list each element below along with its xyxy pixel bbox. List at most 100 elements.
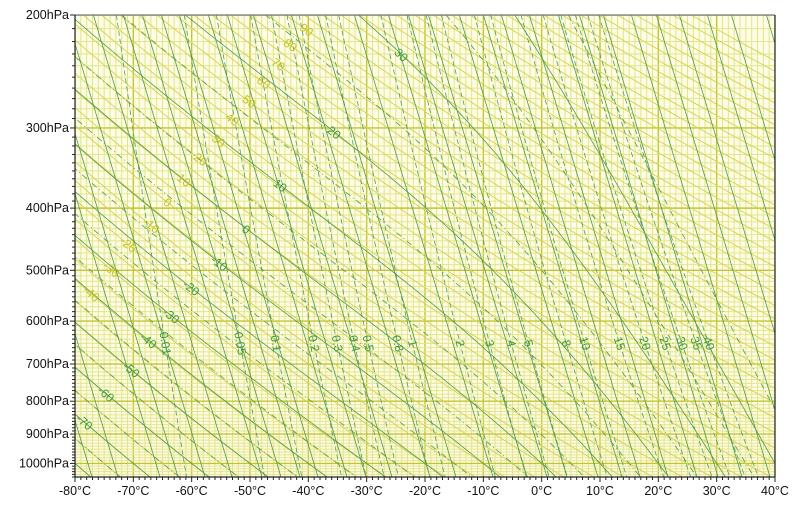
dry-adiabat-line	[75, 179, 476, 477]
moist-adiabat-line	[514, 15, 775, 465]
steep-green-line	[679, 15, 775, 336]
moist-adiabat-line	[185, 15, 669, 477]
mixing-ratio-label: 0.01	[156, 331, 173, 357]
y-tick-label: 1000hPa	[19, 456, 69, 470]
mixing-ratio-line	[286, 15, 385, 477]
dry-adiabat-line	[451, 15, 775, 206]
moist-adiabat-line	[75, 321, 269, 477]
x-tick-label: -10°C	[467, 484, 499, 498]
dry-adiabat-line	[75, 142, 535, 477]
dry-adiabat-line	[75, 39, 713, 477]
mixing-ratio-line	[574, 15, 731, 477]
moist-adiabat-line	[358, 15, 726, 477]
mixing-ratio-label: 0.1	[267, 334, 284, 353]
dry-adiabat-line	[248, 15, 775, 347]
dry-adiabat-line	[75, 389, 180, 477]
steep-green-line	[227, 15, 367, 477]
x-tick-label: 30°C	[703, 484, 731, 498]
mixing-ratio-label: 0.3	[329, 334, 346, 354]
steep-green-line	[208, 15, 348, 477]
dry-adiabat-line	[340, 15, 775, 280]
x-tick-label: 0°C	[531, 484, 552, 498]
mixing-ratio-label: 1	[405, 339, 420, 349]
mixing-ratio-line	[440, 15, 568, 477]
plot-area: -40-30-20-100102030405060708090-70-60-50…	[75, 15, 775, 477]
dry-adiabat-line	[469, 15, 775, 194]
steep-green-line	[428, 15, 568, 477]
mixing-ratio-line	[271, 15, 367, 477]
mixing-ratio-line	[298, 15, 399, 477]
steep-green-line	[408, 15, 548, 477]
steep-green-line	[354, 15, 494, 477]
mixing-ratio-line	[216, 15, 303, 477]
dry-adiabat-line	[359, 15, 775, 268]
x-tick-label: -70°C	[117, 484, 149, 498]
steep-green-line	[558, 15, 698, 477]
moist-adiabat-line	[75, 277, 328, 477]
mixing-ratio-label: 20	[636, 335, 654, 352]
dry-adiabat-line	[267, 15, 775, 334]
mixing-ratio-label: 10	[576, 335, 593, 352]
mixing-ratio-label: 0.4	[346, 334, 363, 354]
dry-adiabat-line	[506, 15, 775, 171]
dry-adiabat-line	[75, 258, 358, 477]
moist-adiabat-line	[75, 56, 585, 477]
mixing-ratio-label: 4	[504, 338, 519, 348]
mixing-ratio-label: 25	[656, 335, 674, 352]
mixing-ratio-label: 8	[559, 338, 574, 349]
x-tick-label: -30°C	[351, 484, 383, 498]
dry-adiabat-line	[75, 199, 446, 477]
steep-green-line	[75, 42, 206, 477]
mixing-ratio-line	[542, 15, 692, 477]
dry-adiabat-line	[396, 15, 775, 243]
steep-green-line	[603, 15, 743, 477]
dry-adiabat-line	[156, 15, 775, 419]
moist-adiabat-line	[75, 168, 472, 477]
dry-adiabat-line	[175, 15, 775, 404]
moist-adiabat-line	[265, 15, 698, 477]
y-tick-label: 500hPa	[26, 263, 69, 277]
steep-green-line	[75, 192, 161, 477]
moist-adiabat-line	[75, 413, 151, 477]
x-tick-label: 10°C	[586, 484, 614, 498]
mixing-ratio-line	[380, 15, 496, 477]
steep-green-line	[731, 15, 775, 162]
mixing-ratio-label: 30	[673, 335, 691, 353]
y-tick-label: 700hPa	[26, 357, 69, 371]
mixing-ratio-label: 0.5	[359, 334, 376, 354]
dry-adiabat-line	[488, 15, 775, 182]
dry-adiabat-line	[83, 15, 772, 477]
moist-adiabat-line	[75, 366, 210, 477]
mixing-ratio-line	[598, 15, 759, 477]
x-tick-label: 20°C	[644, 484, 672, 498]
dry-adiabat-line	[322, 15, 775, 293]
steep-green-line	[529, 15, 669, 477]
moist-adiabat-line	[75, 18, 613, 477]
x-tick-label: -60°C	[176, 484, 208, 498]
dry-adiabat-line	[432, 15, 775, 218]
dry-adiabat-line	[101, 15, 775, 464]
steep-green-line	[75, 332, 119, 477]
x-tick-label: -40°C	[292, 484, 324, 498]
mixing-ratio-line	[474, 15, 608, 477]
moist-adiabat-line	[75, 234, 386, 477]
y-tick-label: 800hPa	[26, 394, 69, 408]
steep-green-line	[707, 15, 775, 242]
mixing-ratio-label: 0.2	[305, 334, 322, 353]
mixing-ratio-line	[183, 15, 265, 477]
steep-green-line	[656, 15, 775, 412]
steep-green-line	[459, 15, 599, 477]
y-tick-label: 600hPa	[26, 314, 69, 328]
x-tick-label: -50°C	[234, 484, 266, 498]
mixing-ratio-line	[425, 15, 550, 477]
steep-green-line	[75, 132, 179, 477]
dry-adiabat-line	[230, 15, 775, 361]
steep-green-line	[501, 15, 641, 477]
mixing-ratio-line	[338, 15, 446, 477]
steep-green-line	[253, 15, 393, 477]
steep-green-line	[631, 15, 771, 477]
mixing-ratio-label: 0.8	[389, 334, 406, 354]
moist-adiabat-line	[75, 117, 529, 477]
steep-green-line	[123, 15, 263, 477]
